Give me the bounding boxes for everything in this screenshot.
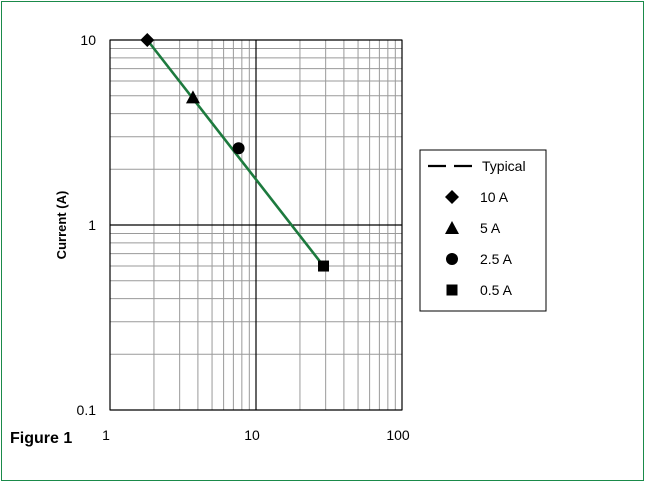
plot-area-border (109, 39, 403, 411)
legend-label: 0.5 A (480, 282, 513, 298)
y-tick-label: 0.1 (77, 402, 97, 418)
legend-label: 2.5 A (480, 251, 513, 267)
legend-swatch-diamond (445, 190, 459, 204)
data-point-square (318, 260, 330, 272)
y-tick-label: 10 (80, 32, 96, 48)
data-point-circle (232, 142, 245, 155)
y-axis-title: Current (A) (54, 191, 69, 260)
x-tick-label: 10 (244, 427, 260, 443)
legend-swatch-square (446, 284, 458, 296)
x-tick-labels: 1 10 100 (102, 427, 410, 443)
legend-label: Typical (482, 158, 526, 174)
x-tick-label: 100 (386, 427, 410, 443)
series-layer (140, 33, 330, 272)
y-tick-labels: 0.1 1 10 (77, 32, 97, 418)
legend-label: 5 A (480, 220, 501, 236)
data-point-triangle (185, 90, 200, 104)
x-tick-label: 1 (102, 427, 110, 443)
legend-swatch-circle (446, 253, 458, 265)
legend-swatch-triangle (445, 221, 459, 234)
data-point-diamond (140, 33, 155, 47)
figure-caption: Figure 1 (10, 430, 73, 447)
legend-label: 10 A (480, 189, 509, 205)
y-tick-label: 1 (88, 217, 96, 233)
legend-box (419, 149, 547, 312)
legend: Typical 10 A 5 A 2.5 A 0.5 A (419, 149, 547, 312)
